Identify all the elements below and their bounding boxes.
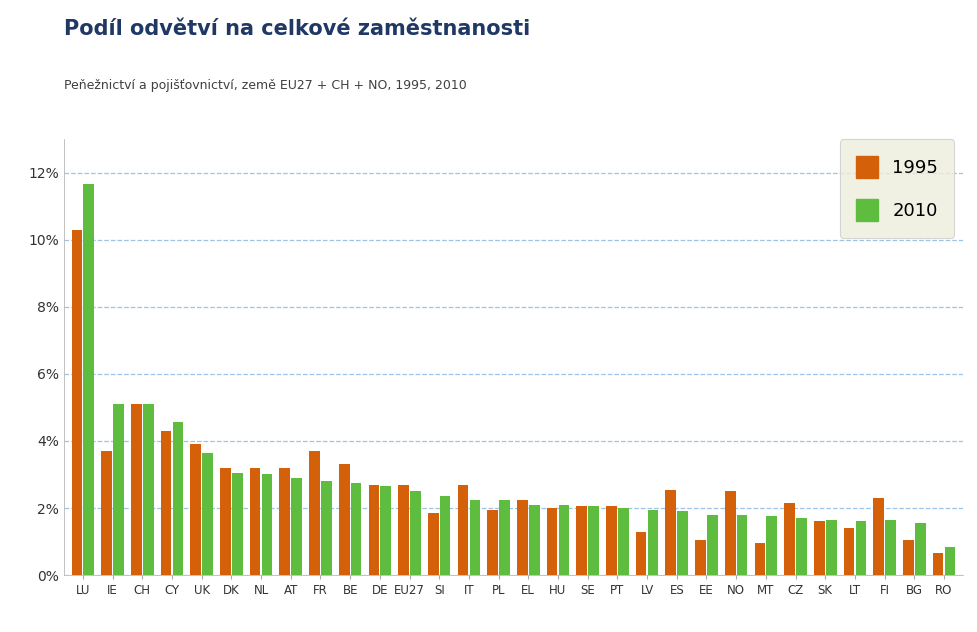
Bar (724, 491, 735, 575)
Bar (113, 404, 124, 575)
Bar (784, 503, 794, 575)
Text: Podíl odvětví na celkové zaměstnanosti: Podíl odvětví na celkové zaměstnanosti (64, 19, 530, 39)
Bar (83, 185, 94, 575)
Bar (617, 508, 628, 575)
Bar (766, 516, 777, 575)
Bar (944, 547, 955, 575)
Bar (398, 485, 408, 575)
Bar (457, 485, 468, 575)
Bar (428, 513, 438, 575)
Bar (706, 514, 717, 575)
Bar (884, 520, 895, 575)
Bar (131, 404, 142, 575)
Bar (588, 506, 598, 575)
Bar (635, 532, 646, 575)
Bar (517, 500, 528, 575)
Bar (232, 473, 242, 575)
Bar (795, 518, 806, 575)
Bar (143, 404, 153, 575)
Bar (262, 475, 272, 575)
Bar (291, 478, 302, 575)
Bar (558, 505, 569, 575)
Bar (338, 465, 349, 575)
Bar (368, 485, 379, 575)
Bar (914, 523, 924, 575)
Bar (932, 554, 943, 575)
Bar (529, 505, 539, 575)
Bar (813, 521, 824, 575)
Bar (172, 423, 183, 575)
Bar (736, 514, 746, 575)
Bar (409, 491, 420, 575)
Bar (160, 431, 171, 575)
Bar (202, 453, 213, 575)
Bar (71, 229, 82, 575)
Bar (220, 468, 231, 575)
Bar (902, 540, 913, 575)
Bar (825, 520, 835, 575)
Bar (872, 498, 883, 575)
Bar (440, 496, 450, 575)
Bar (546, 508, 557, 575)
Bar (279, 468, 290, 575)
Bar (309, 451, 319, 575)
Bar (855, 521, 866, 575)
Legend: 1995, 2010: 1995, 2010 (839, 139, 954, 238)
Bar (249, 468, 260, 575)
Bar (351, 483, 361, 575)
Bar (606, 506, 616, 575)
Text: Peňežnictví a pojišťovnictví, země EU27 + CH + NO, 1995, 2010: Peňežnictví a pojišťovnictví, země EU27 … (64, 79, 466, 92)
Bar (469, 500, 480, 575)
Bar (754, 544, 764, 575)
Bar (191, 444, 201, 575)
Bar (647, 509, 658, 575)
Bar (102, 451, 111, 575)
Bar (487, 509, 497, 575)
Bar (843, 528, 854, 575)
Bar (320, 481, 331, 575)
Bar (695, 540, 705, 575)
Bar (498, 500, 509, 575)
Bar (380, 486, 391, 575)
Bar (677, 511, 688, 575)
Bar (575, 506, 586, 575)
Bar (664, 490, 675, 575)
